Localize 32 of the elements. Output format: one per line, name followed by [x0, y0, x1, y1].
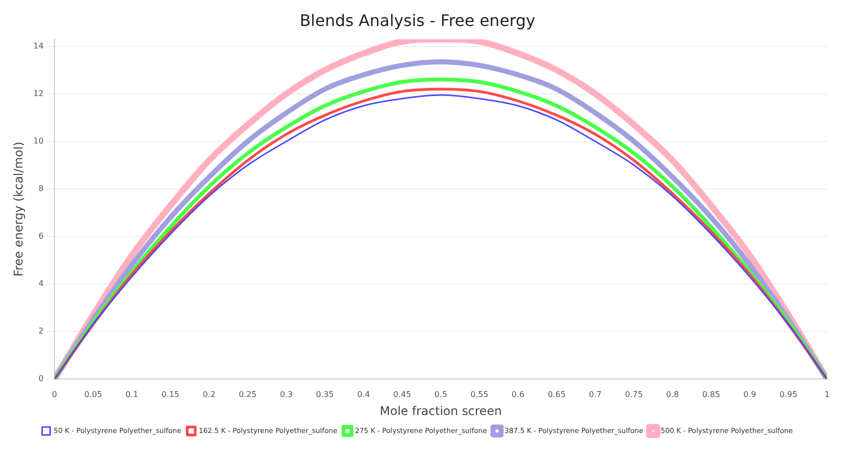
x-tick-label: 0.05 [84, 390, 102, 399]
y-tick-label: 8 [38, 184, 44, 193]
x-tick-label: 0.95 [779, 390, 798, 399]
x-axis-title: Mole fraction screen [380, 404, 502, 418]
y-tick-label: 14 [33, 41, 44, 50]
y-tick-label: 0 [38, 374, 44, 384]
x-tick-label: 0.2 [202, 390, 216, 399]
x-tick-label: 0.75 [624, 390, 643, 399]
x-tick-label: 0 [52, 390, 58, 399]
x-tick-label: 0.1 [125, 390, 138, 399]
x-tick-label: 0.35 [316, 390, 334, 399]
x-tick-label: 0.85 [702, 390, 720, 399]
x-tick-label: 0.9 [743, 390, 756, 399]
y-tick-label: 2 [38, 326, 44, 336]
x-tick-label: 1 [824, 390, 830, 399]
x-tick-label: 0.55 [470, 390, 488, 399]
x-tick-label: 0.5 [434, 390, 448, 399]
y-tick-label: 6 [38, 232, 44, 241]
x-tick-label: 0.6 [512, 390, 524, 399]
x-tick-label: 0.3 [280, 390, 293, 399]
x-tick-label: 0.25 [238, 390, 257, 399]
x-tick-label: 0.65 [548, 390, 566, 399]
y-tick-label: 12 [33, 88, 44, 98]
x-tick-label: 0.45 [393, 390, 412, 399]
x-tick-label: 0.8 [666, 390, 679, 399]
y-tick-label: 10 [33, 136, 44, 146]
y-axis-title: Free energy (kcal/mol) [11, 142, 26, 277]
x-tick-label: 0.7 [588, 390, 602, 399]
y-tick-label: 4 [38, 279, 44, 288]
chart-title: Blends Analysis - Free energy [300, 10, 536, 30]
x-tick-label: 0.15 [162, 390, 180, 399]
x-tick-label: 0.4 [357, 390, 370, 399]
